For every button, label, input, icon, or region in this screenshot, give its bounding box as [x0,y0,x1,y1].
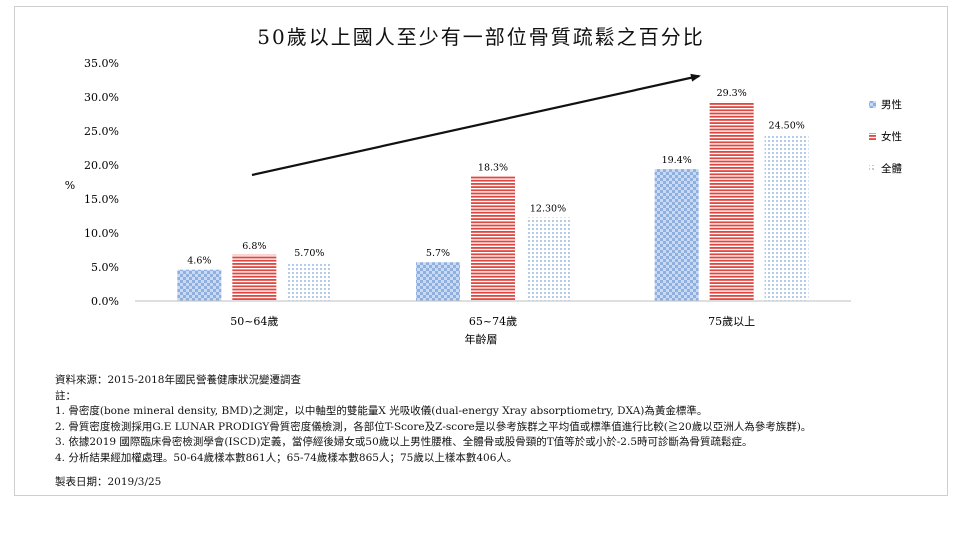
legend-label: 女性 [881,130,902,143]
data-label: 5.70% [294,248,324,259]
y-axis: 0.0% 5.0% 10.0% 15.0% 20.0% 25.0% 30.0% 35.0% [84,57,119,308]
bar-horizontal-stripes [709,101,754,301]
y-tick-label: 25.0% [84,125,119,138]
made-date: 製表日期：2019/3/25 [55,476,162,488]
note-item-3: 3. 依據2019 國際臨床骨密檢測學會(ISCD)定義，當停經後婦女或50歲以… [55,436,753,448]
data-label: 18.3% [478,163,508,174]
bars: 4.6% 6.8% 5.70% 5.7% 18.3% 12.30% 19.4% 29.3% 24… [177,88,809,301]
y-tick-label: 30.0% [84,91,119,104]
x-axis: 50~64歲 65~74歲 75歲以上 [135,300,851,328]
data-source: 資料來源：2015-2018年國民營養健康狀況變遷調查 [55,374,301,386]
y-tick-label: 15.0% [84,193,119,206]
note-item-4: 4. 分析結果經加權處理。50-64歲樣本數861人；65-74歲樣本數865人… [55,451,518,464]
data-label: 29.3% [717,88,747,99]
bar-checker [416,262,460,301]
y-tick-label: 35.0% [84,57,119,70]
x-tick-label: 50~64歲 [230,314,278,328]
x-tick-label: 75歲以上 [708,314,755,328]
bar-dots [287,262,332,301]
data-label: 6.8% [242,241,266,252]
bar-checker [654,169,699,301]
bar-chart: 0.0% 5.0% 10.0% 15.0% 20.0% 25.0% 30.0% 35.0% 4… [65,57,903,346]
bar-horizontal-stripes [232,254,277,301]
legend-label: 全體 [881,162,902,175]
y-axis-label: % [65,179,75,192]
y-tick-label: 20.0% [84,159,119,172]
y-tick-label: 5.0% [91,261,119,274]
chart-frame: 50歲以上國人至少有一部位骨質疏鬆之百分比 0.0% 5.0% 10.0% 15.0%… [14,6,948,496]
data-label: 4.6% [187,256,211,267]
data-label: 19.4% [662,155,692,166]
y-tick-label: 0.0% [91,295,119,308]
trend-arrow [251,73,701,177]
data-label: 12.30% [530,203,566,214]
x-tick-label: 65~74歲 [469,314,517,328]
notes-heading: 註： [55,389,76,402]
note-item-2: 2. 骨質密度檢測採用G.E LUNAR PRODIGY骨質密度儀檢測，各部位T… [55,420,812,433]
legend-label: 男性 [881,98,902,111]
data-label: 5.7% [426,248,450,259]
chart-title: 50歲以上國人至少有一部位骨質疏鬆之百分比 [257,25,705,49]
bar-dots [764,134,809,301]
bar-horizontal-stripes [471,176,515,301]
notes-block: 資料來源：2015-2018年國民營養健康狀況變遷調查 註： 1. 骨密度(bo… [55,373,935,491]
y-tick-label: 10.0% [84,227,119,240]
legend-swatch [869,101,876,108]
data-label: 24.50% [769,120,805,131]
note-item-1: 1. 骨密度(bone mineral density, BMD)之測定，以中軸… [55,405,708,417]
x-axis-label: 年齡層 [465,332,498,346]
legend-swatch [869,133,876,140]
bar-checker [177,269,222,301]
legend-swatch [869,165,876,172]
bar-dots [526,217,570,301]
